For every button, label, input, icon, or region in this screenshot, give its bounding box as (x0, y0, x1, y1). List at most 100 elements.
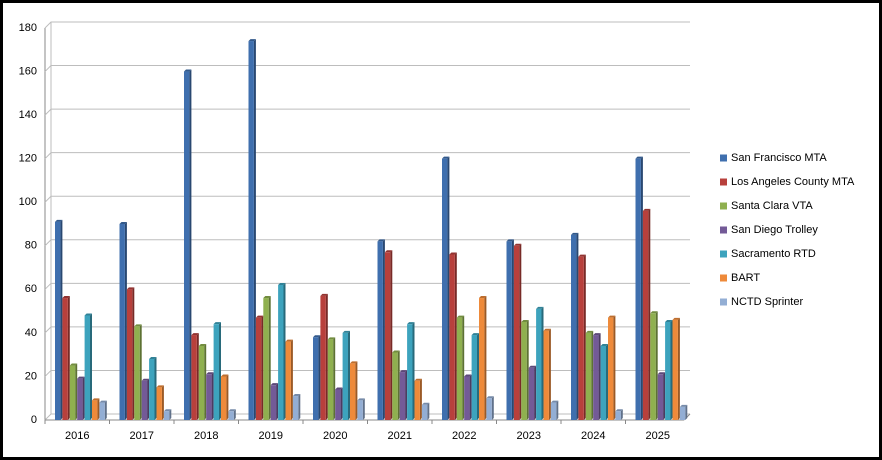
bar-side (204, 343, 207, 420)
bar-side (124, 222, 127, 420)
bar-face (464, 376, 470, 420)
bar-side (613, 315, 616, 420)
bar-face (486, 398, 492, 420)
legend-swatch (720, 226, 727, 234)
bar-top (377, 239, 385, 242)
bar-top (198, 343, 207, 346)
bar (285, 339, 293, 420)
bar-face (585, 332, 592, 420)
legend-label: San Diego Trolley (731, 224, 818, 236)
bar (399, 370, 408, 420)
bar-side (290, 339, 293, 420)
bar-top (270, 383, 279, 386)
x-tick-label: 2025 (646, 430, 670, 442)
bar (263, 296, 271, 420)
bar-side (104, 400, 107, 420)
bar-top (263, 296, 271, 299)
bar-face (206, 374, 212, 420)
bar-side (576, 232, 579, 420)
bar-face (578, 256, 584, 420)
bar-top (421, 402, 430, 405)
bar-top (320, 293, 328, 296)
bar-top (99, 400, 107, 403)
bar (650, 311, 658, 420)
grid-line (44, 326, 690, 334)
bar-side (640, 156, 643, 420)
x-tick-label: 2022 (452, 430, 476, 442)
bar (228, 409, 236, 420)
bar (521, 320, 529, 420)
x-tick-label: 2016 (65, 430, 89, 442)
bar-face (335, 389, 341, 420)
bar-side (298, 394, 301, 420)
bar (84, 313, 92, 420)
bar (55, 219, 63, 420)
bar (335, 387, 343, 420)
bar-face (270, 385, 277, 420)
bar-side (447, 156, 450, 420)
bar-side (90, 313, 92, 420)
bar-side (355, 361, 358, 420)
bar-side (591, 330, 594, 420)
bar-face (248, 41, 254, 421)
bar-side (211, 372, 214, 420)
bar-top (399, 370, 408, 373)
bar (184, 69, 192, 421)
bar (479, 296, 487, 420)
bar-face (513, 245, 520, 420)
bar-face (263, 298, 269, 420)
bar-face (191, 335, 197, 420)
bar-face (255, 317, 262, 420)
bar (486, 396, 494, 420)
bar (141, 378, 150, 420)
bar-face (479, 298, 485, 420)
bar-side (82, 376, 85, 420)
chart: 0 20 40 60 80 100 120 140 160 180 2016 2017 2018 2019… (19, 21, 855, 442)
bar-top (191, 333, 199, 336)
bar-top (608, 315, 616, 318)
bar-face (665, 322, 671, 420)
bar-side (253, 39, 256, 421)
bar-side (670, 320, 673, 420)
bar-top (285, 339, 293, 342)
bar-top (134, 324, 142, 327)
bar-side (382, 239, 385, 420)
bar-side (412, 322, 415, 420)
bar-face (407, 324, 413, 420)
bar-top (221, 374, 229, 377)
bar-side (556, 400, 559, 420)
bar-face (414, 380, 420, 420)
bar (384, 250, 393, 420)
bar-side (419, 378, 422, 420)
bar-face (62, 298, 68, 420)
bar-side (397, 350, 400, 420)
bar (77, 376, 85, 420)
bar-side (648, 208, 651, 420)
bar-side (333, 337, 336, 420)
bar-side (226, 374, 229, 420)
bar-face (600, 345, 606, 420)
bar (198, 343, 207, 420)
legend-swatch (720, 298, 727, 306)
bar-side (261, 315, 264, 420)
bar-face (69, 365, 76, 420)
bar-top (449, 252, 457, 255)
bar-side (462, 315, 465, 420)
bar-face (543, 330, 549, 420)
bar-top (342, 330, 350, 333)
bar (342, 330, 350, 420)
bar-side (541, 306, 544, 420)
bar-top (464, 374, 472, 377)
legend-label: Santa Clara VTA (731, 200, 813, 212)
bar-top (585, 330, 594, 333)
bar-face (384, 252, 391, 420)
bar-top (635, 156, 643, 159)
bar-face (342, 332, 348, 420)
x-tick-label: 2018 (194, 430, 218, 442)
bar (578, 254, 586, 420)
bar-top (213, 322, 221, 325)
bar-top (206, 372, 214, 375)
bar-face (221, 376, 227, 420)
bar (191, 333, 199, 420)
bar-face (642, 210, 649, 420)
